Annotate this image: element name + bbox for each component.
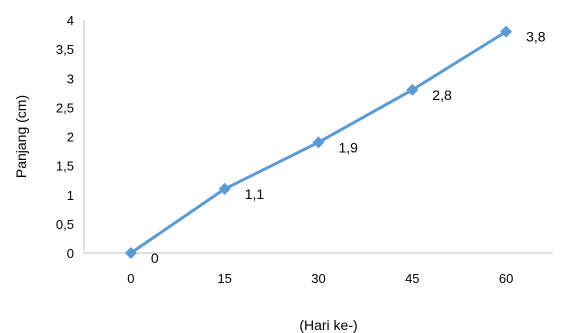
y-tick-label: 3 [67, 71, 74, 86]
x-axis-ticks: 0 15 30 45 60 [127, 271, 513, 286]
y-tick-label: 1,5 [56, 159, 74, 174]
y-tick-label: 2 [67, 130, 74, 145]
data-point-marker [406, 83, 419, 96]
data-labels: 0 1,1 1,9 2,8 3,8 [151, 29, 546, 266]
y-tick-label: 2,5 [56, 100, 74, 115]
data-label: 1,9 [339, 139, 359, 155]
data-label: 0 [151, 250, 159, 266]
data-markers [124, 25, 513, 259]
y-tick-label: 4 [67, 13, 74, 28]
data-point-marker [500, 25, 513, 38]
data-point-marker [218, 182, 231, 195]
data-label: 1,1 [245, 186, 265, 202]
y-tick-label: 1 [67, 188, 74, 203]
y-axis-title: Panjang (cm) [13, 95, 29, 178]
x-tick-label: 0 [127, 271, 134, 286]
x-tick-label: 30 [311, 271, 325, 286]
data-label: 3,8 [526, 29, 546, 45]
x-tick-label: 15 [217, 271, 231, 286]
data-label: 2,8 [432, 87, 452, 103]
y-tick-label: 0,5 [56, 217, 74, 232]
y-tick-label: 0 [67, 246, 74, 261]
x-tick-label: 60 [499, 271, 513, 286]
y-axis-ticks: 0 0,5 1 1,5 2 2,5 3 3,5 4 [56, 13, 74, 261]
data-point-marker [312, 136, 325, 149]
data-point-marker [124, 247, 137, 259]
x-tick-label: 45 [405, 271, 419, 286]
y-tick-label: 3,5 [56, 42, 74, 57]
x-axis-title: (Hari ke-) [299, 317, 357, 333]
